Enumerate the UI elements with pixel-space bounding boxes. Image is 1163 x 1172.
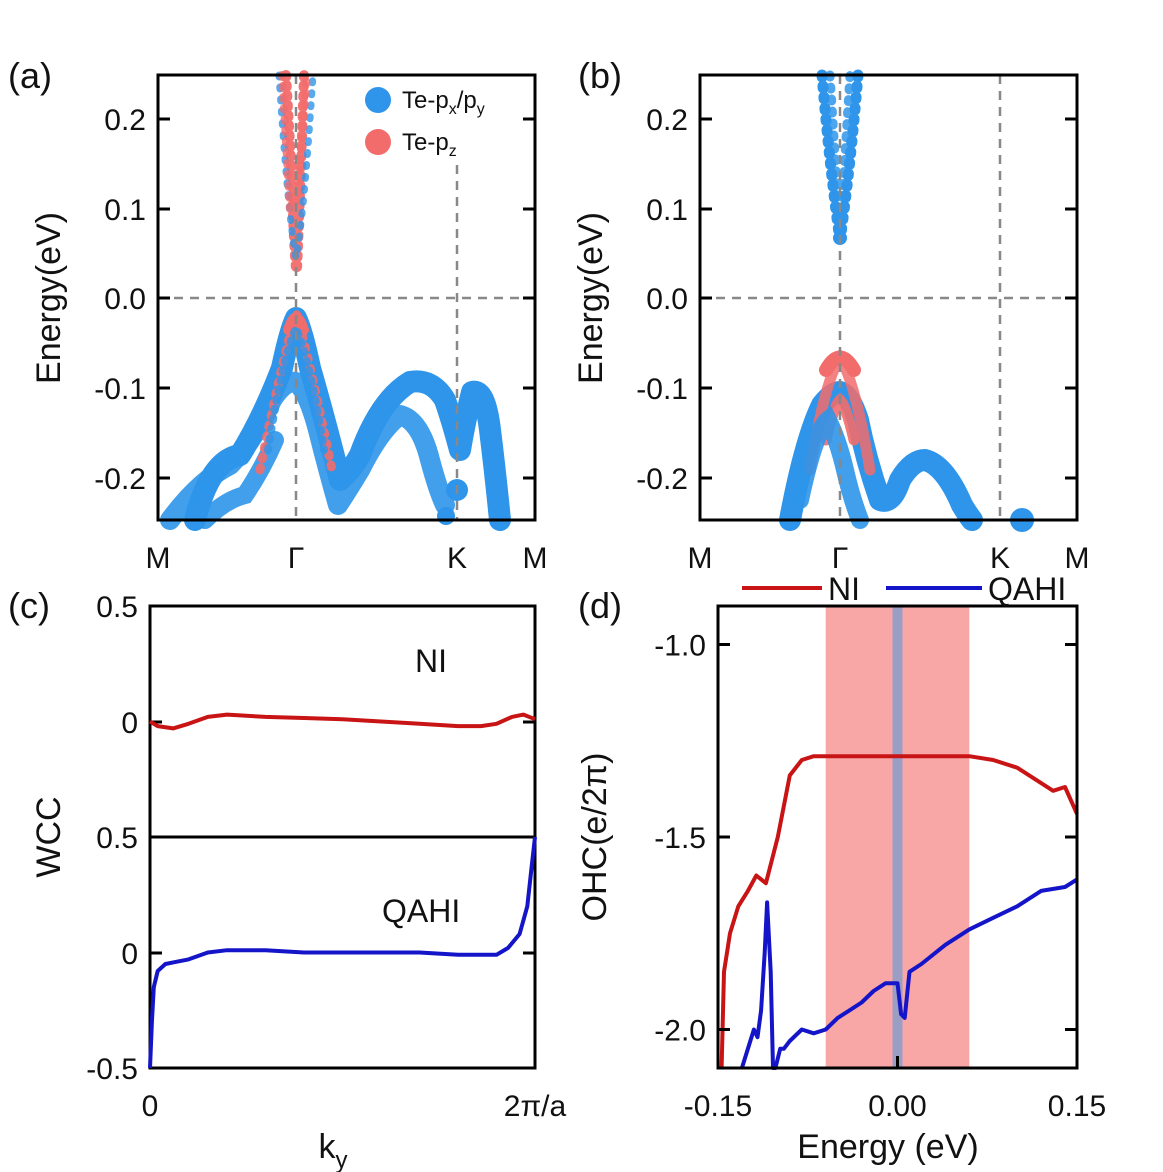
- panel-c-x-tick-labels: 0 2π/a: [142, 1090, 567, 1123]
- legend-label-qahi: QAHI: [988, 571, 1066, 607]
- panel-d-legend: NI QAHI: [742, 571, 1066, 607]
- tick-label: 0.5: [96, 591, 138, 624]
- tick-label: M: [688, 542, 713, 575]
- tick-label: 0: [121, 707, 138, 740]
- tick-label: 0.2: [104, 104, 146, 137]
- panel-a-x-tick-labels: M Γ K M: [146, 542, 548, 575]
- tick-label: -0.15: [684, 1090, 752, 1123]
- tick-label: 0: [142, 1090, 159, 1123]
- panel-b-label: (b): [578, 55, 622, 96]
- legend-label-pxpy: Te-px/py: [402, 87, 485, 118]
- tick-label: Γ: [832, 542, 849, 575]
- fermi-level-band: [892, 606, 903, 1068]
- panel-a-y-ticks: [158, 117, 535, 480]
- wcc-qahi-line: [148, 836, 537, 1069]
- ohc-qahi-line: [739, 877, 1079, 1070]
- panel-b-ylabel: Energy(eV): [572, 212, 610, 384]
- tick-label: -0.2: [94, 463, 146, 496]
- tick-label: 0.0: [646, 283, 688, 316]
- tick-label: K: [990, 542, 1010, 575]
- panel-a-legend: Te-px/py Te-pz: [365, 87, 485, 160]
- panel-d-x-ticks: -0.15 0.00 0.15: [684, 1056, 1106, 1123]
- panel-b-vb-blue2: [791, 406, 869, 529]
- tick-label: -1.5: [654, 822, 706, 855]
- panel-b-x-tick-labels: M Γ K M: [688, 542, 1090, 575]
- panel-c-ylabel: WCC: [30, 796, 68, 877]
- panel-a-cb-red2: [278, 71, 311, 222]
- panel-a-vb-inner: [160, 371, 455, 530]
- panel-d-ylabel: OHC(e/2π): [576, 753, 614, 922]
- tick-label: M: [146, 542, 171, 575]
- tick-label: Γ: [288, 542, 305, 575]
- legend-marker-pxpy: [365, 87, 391, 113]
- tick-label: -1.0: [654, 630, 706, 663]
- panel-a-y-tick-labels: 0.2 0.1 0.0 -0.1 -0.2: [94, 104, 146, 496]
- tick-label: 0.15: [1048, 1090, 1106, 1123]
- panel-a-label: (a): [8, 55, 52, 96]
- panel-c-label: (c): [8, 585, 50, 626]
- panel-c-annotation-ni: NI: [415, 643, 447, 679]
- ohc-ni-line: [719, 754, 1079, 1069]
- tick-label: 0.5: [96, 822, 138, 855]
- panel-b-y-ticks: [700, 117, 1077, 480]
- panel-d: (d) -0.15 0.00 0.15 -1.0 -1.5 -2.0 NI QAHI O…: [576, 571, 1106, 1166]
- tick-label: 2π/a: [504, 1090, 567, 1123]
- panel-a-ylabel: Energy(eV): [30, 212, 68, 384]
- panel-b-vb-top: [819, 350, 861, 377]
- panel-b-bands: [779, 69, 1034, 532]
- legend-marker-pz: [365, 129, 391, 155]
- panel-b: (b) 0.2 0.1 0.0 -0.1 -0.2 M: [572, 55, 1090, 575]
- tick-label: 0.0: [104, 283, 146, 316]
- panel-b-y-tick-labels: 0.2 0.1 0.0 -0.1 -0.2: [636, 104, 688, 496]
- tick-label: 0.1: [104, 194, 146, 227]
- tick-label: 0.00: [868, 1090, 926, 1123]
- panel-a-bands: [160, 70, 511, 531]
- panel-a-vb-blue-top: [264, 318, 328, 454]
- tick-label: -0.2: [636, 463, 688, 496]
- panel-c-xlabel: ky: [319, 1128, 348, 1172]
- tick-label: -2.0: [654, 1015, 706, 1048]
- panel-d-label: (d): [578, 585, 622, 626]
- tick-label: M: [1065, 542, 1090, 575]
- tick-label: K: [447, 542, 467, 575]
- panel-a-k-dot-2: [437, 507, 455, 525]
- tick-label: -0.5: [86, 1053, 138, 1086]
- panel-d-y-ticks: -1.0 -1.5 -2.0: [654, 630, 1077, 1048]
- tick-label: 0: [121, 938, 138, 971]
- panel-a: (a) Te-px/py Te-pz: [8, 55, 548, 575]
- tick-label: M: [523, 542, 548, 575]
- legend-label-ni: NI: [828, 571, 860, 607]
- panel-c: (c) 0.5 0 0.5 0 -0.5 0 2π/a NI QAHI WCC …: [8, 585, 567, 1172]
- tick-label: -0.1: [636, 373, 688, 406]
- tick-label: -0.1: [94, 373, 146, 406]
- tick-label: 0.2: [646, 104, 688, 137]
- panel-d-xlabel: Energy (eV): [797, 1128, 978, 1166]
- wcc-ni-line: [148, 712, 536, 731]
- panel-c-y-tick-labels: 0.5 0 0.5 0 -0.5: [86, 591, 138, 1086]
- legend-label-pz: Te-pz: [402, 129, 457, 160]
- panel-c-annotation-qahi: QAHI: [382, 893, 460, 929]
- tick-label: 0.1: [646, 194, 688, 227]
